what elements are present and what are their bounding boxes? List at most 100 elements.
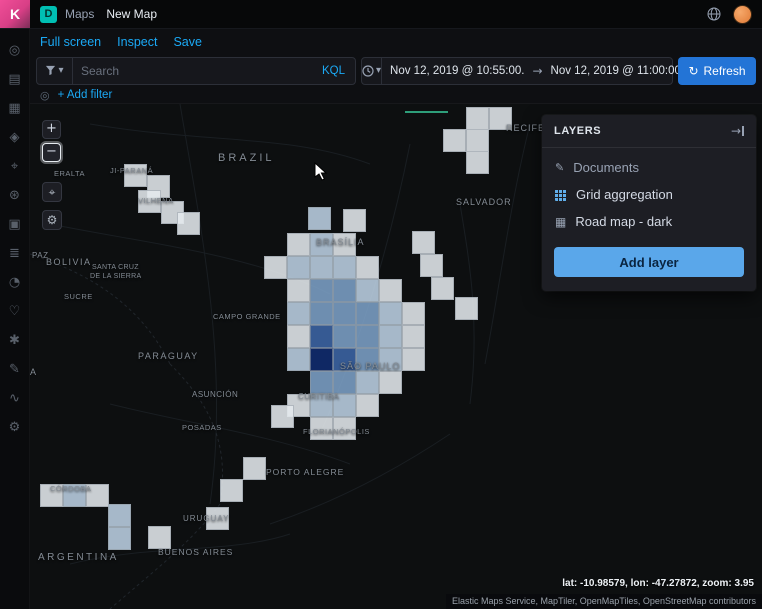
map-label-campo-grande: CAMPO GRANDE <box>213 312 281 321</box>
grid-aggregation-cell <box>402 325 425 348</box>
tools-button[interactable]: ⚙ <box>42 210 62 230</box>
nav-management-icon[interactable]: ⚙ <box>8 420 21 435</box>
grid-aggregation-cell <box>333 417 356 440</box>
map-label-salvador: SALVADOR <box>456 197 512 207</box>
grid-aggregation-cell <box>310 394 333 417</box>
nav-logs-icon[interactable]: ≣ <box>9 246 20 261</box>
zoom-in-button[interactable]: + <box>42 120 61 139</box>
search-input[interactable] <box>73 63 312 78</box>
time-picker: ▾ Nov 12, 2019 @ 10:55:00. → Nov 12, 201… <box>361 56 684 85</box>
nav-dev-tools-icon[interactable]: ✎ <box>9 362 20 377</box>
add-layer-button[interactable]: Add layer <box>554 247 744 277</box>
grid-aggregation-cell <box>333 233 356 256</box>
date-to[interactable]: Nov 12, 2019 @ 11:00:00. <box>550 64 685 77</box>
menu-save-button[interactable]: Save <box>173 34 202 49</box>
nav-maps-icon[interactable]: ⌖ <box>10 159 19 174</box>
filter-options-icon[interactable]: ◎ <box>40 88 50 102</box>
map-label-uruguay: URUGUAY <box>183 514 230 523</box>
grid-aggregation-cell <box>243 457 266 480</box>
avatar[interactable] <box>733 4 752 24</box>
map-label-c-rdoba: CÓRDOBA <box>50 484 92 493</box>
nav-discover-icon[interactable]: ◎ <box>8 43 21 58</box>
layers-panel: LAYERS → ✎ Documents Grid aggregation ▦ Road… <box>542 115 756 291</box>
collapse-panel-icon[interactable]: → <box>731 124 744 138</box>
grid-aggregation-cell <box>356 394 379 417</box>
grid-aggregation-cell <box>379 325 402 348</box>
grid-aggregation-cell <box>466 107 489 130</box>
grid-aggregation-cell <box>287 348 310 371</box>
nav-visualize-icon[interactable]: ▤ <box>8 72 21 87</box>
grid-aggregation-cell <box>264 256 287 279</box>
grid-aggregation-cell <box>138 190 161 213</box>
nav-canvas-icon[interactable]: ◈ <box>9 130 20 145</box>
grid-aggregation-cell <box>333 302 356 325</box>
top-menu: Full screen Inspect Save <box>30 29 762 54</box>
map-label-florian-polis: FLORIANÓPOLIS <box>303 427 370 436</box>
grid-aggregation-cell <box>343 209 366 232</box>
grid-aggregation-cell <box>356 325 379 348</box>
grid-aggregation-cell <box>310 233 333 256</box>
add-filter-button[interactable]: + Add filter <box>57 89 113 101</box>
layer-label: Road map - dark <box>575 214 673 229</box>
grid-aggregation-cell <box>420 254 443 277</box>
layer-grid-aggregation[interactable]: Grid aggregation <box>542 181 756 208</box>
mouse-cursor <box>314 162 328 181</box>
grid-aggregation-cell <box>333 279 356 302</box>
grid-aggregation-cell <box>108 504 131 527</box>
date-from[interactable]: Nov 12, 2019 @ 10:55:00. <box>390 64 525 77</box>
grid-aggregation-cell <box>287 256 310 279</box>
nav-infrastructure-icon[interactable]: ▣ <box>8 217 21 232</box>
layers-panel-header: LAYERS → <box>542 115 756 148</box>
grid-aggregation-cell <box>287 302 310 325</box>
nav-siem-icon[interactable]: ✱ <box>9 333 20 348</box>
grid-aggregation-cell <box>356 256 379 279</box>
grid-aggregation-cell <box>40 484 63 507</box>
menu-full-screen-button[interactable]: Full screen <box>40 34 102 49</box>
map-canvas[interactable]: BRAZIL RECIFE SALVADOR JI-PARANÁ ERALTA VILHE… <box>30 104 762 609</box>
layers-list: ✎ Documents Grid aggregation ▦ Road map - da… <box>542 148 756 237</box>
map-label-argentina: ARGENTINA <box>38 552 119 563</box>
grid-aggregation-cell <box>333 348 356 371</box>
clock-icon[interactable]: ▾ <box>362 57 383 84</box>
grid-aggregation-cell <box>402 348 425 371</box>
grid-aggregation-cell <box>287 279 310 302</box>
layer-label: Grid aggregation <box>576 187 673 202</box>
menu-inspect-button[interactable]: Inspect <box>117 34 158 49</box>
layers-panel-title: LAYERS <box>554 125 602 137</box>
grid-aggregation-cell <box>466 151 489 174</box>
map-label-curitiba: CURITIBA <box>298 392 340 401</box>
grid-aggregation-cell <box>148 526 171 549</box>
breadcrumb[interactable]: Maps <box>65 7 95 21</box>
grid-aggregation-cell <box>287 325 310 348</box>
map-label-paraguay: PARAGUAY <box>138 351 199 361</box>
map-label-s-o-paulo: SÃO PAULO <box>340 361 401 371</box>
grid-aggregation-cell <box>108 527 131 550</box>
space-badge[interactable]: D <box>40 5 57 23</box>
refresh-button[interactable]: ↻ Refresh <box>678 56 756 85</box>
map-controls: + − ⌖ ⚙ <box>42 120 62 230</box>
grid-aggregation-cell <box>489 107 512 130</box>
grid-aggregation-cell <box>455 297 478 320</box>
grid-aggregation-swatch-icon <box>555 188 567 201</box>
zoom-out-button[interactable]: − <box>42 143 61 162</box>
refresh-icon: ↻ <box>688 63 699 78</box>
layer-road-map-dark[interactable]: ▦ Road map - dark <box>542 208 756 235</box>
layer-documents[interactable]: ✎ Documents <box>542 154 756 181</box>
nav-apm-icon[interactable]: ◔ <box>8 275 21 290</box>
nav-uptime-icon[interactable]: ♡ <box>8 304 21 319</box>
map-label-recife: RECIFE <box>506 123 546 133</box>
globe-icon[interactable] <box>707 7 721 21</box>
map-label-posadas: POSADAS <box>182 423 222 432</box>
map-label-bolivia: BOLIVIA <box>46 257 92 267</box>
kibana-logo[interactable]: K <box>0 0 30 28</box>
nav-monitoring-icon[interactable]: ∿ <box>9 391 20 406</box>
nav-machine-learning-icon[interactable]: ⊛ <box>9 188 20 203</box>
query-language-button[interactable]: KQL <box>321 64 345 77</box>
set-view-crosshair-button[interactable]: ⌖ <box>42 182 62 202</box>
grid-aggregation-cell <box>356 302 379 325</box>
nav-dashboard-icon[interactable]: ▦ <box>8 101 21 116</box>
map-label-santa-cruz: SANTA CRUZ <box>92 264 139 271</box>
map-coordinates-status: lat: -10.98579, lon: -47.27872, zoom: 3.… <box>562 578 754 589</box>
map-label-asunci-n: ASUNCIÓN <box>192 390 239 399</box>
saved-query-menu-button[interactable]: ▾ <box>37 57 73 84</box>
